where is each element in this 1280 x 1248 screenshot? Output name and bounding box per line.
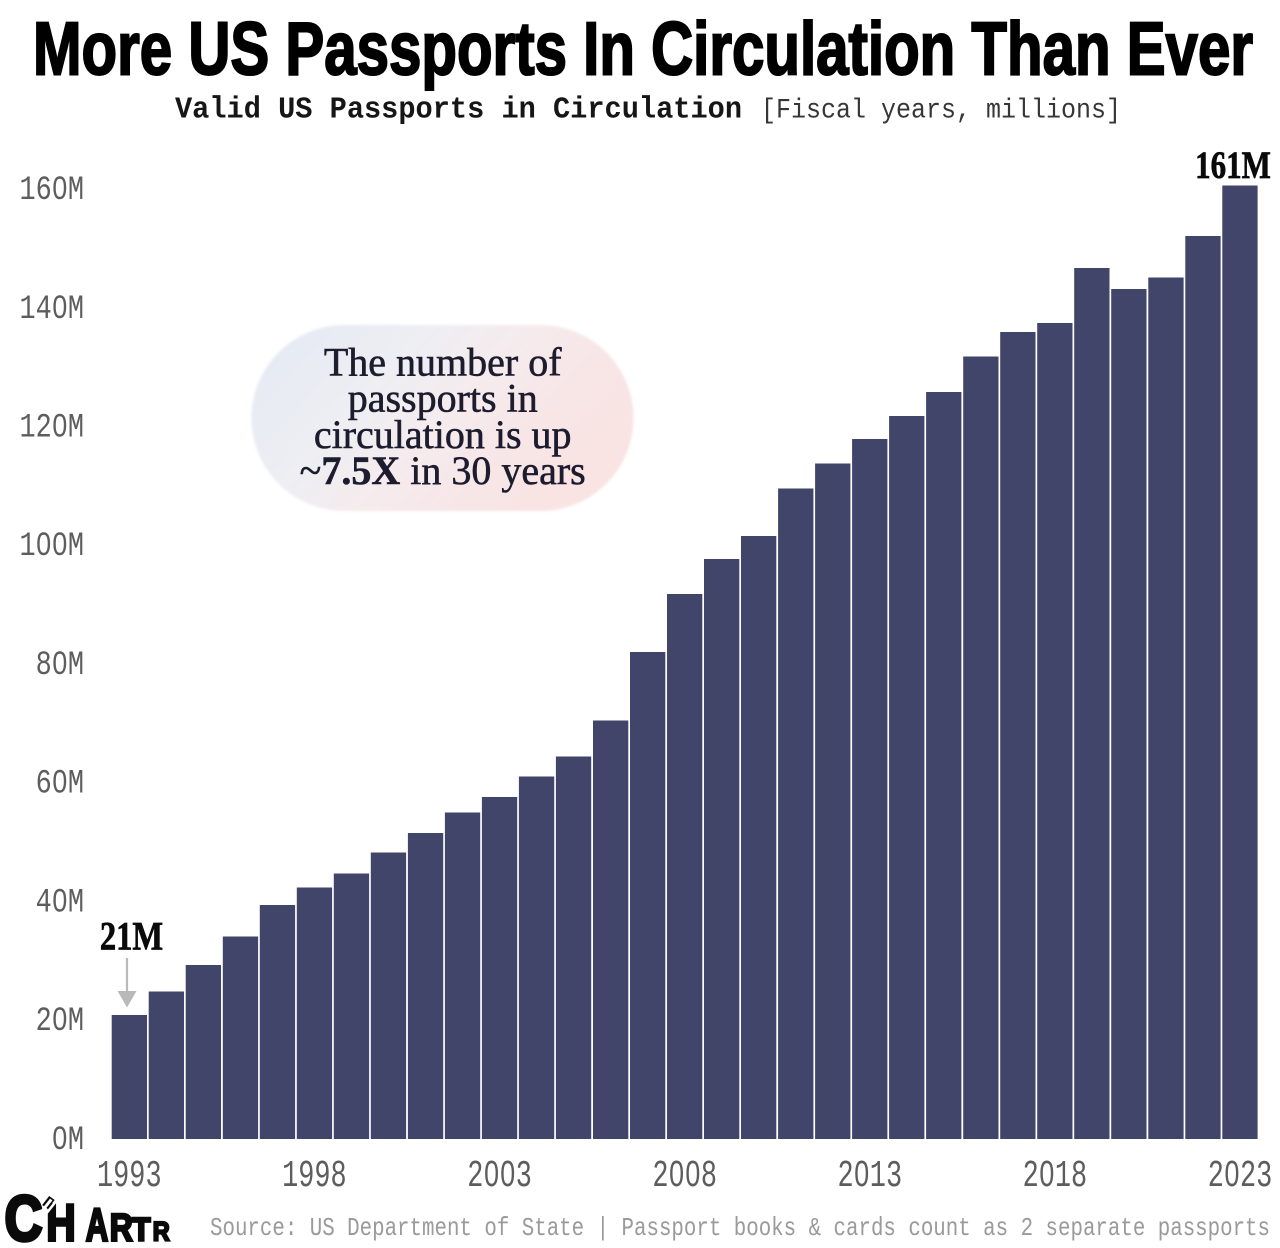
svg-text:161M: 161M [1195,144,1271,187]
svg-text:A: A [86,1199,109,1248]
svg-text:2023: 2023 [1208,1155,1273,1198]
svg-text:Valid US Passports in Circulat: Valid US Passports in Circulation [175,93,742,128]
svg-text:0M: 0M [52,1122,84,1160]
svg-text:circulation is up: circulation is up [314,412,572,457]
svg-text:H: H [46,1195,76,1248]
svg-text:2018: 2018 [1023,1155,1088,1198]
svg-text:160M: 160M [20,172,85,210]
svg-text:100M: 100M [20,528,85,566]
svg-text:~7.5X in 30 years: ~7.5X in 30 years [300,448,586,493]
svg-text:R: R [153,1217,170,1247]
svg-text:120M: 120M [20,410,85,448]
svg-text:2008: 2008 [652,1155,717,1198]
svg-text:R: R [110,1207,133,1248]
svg-text:140M: 140M [20,291,85,329]
svg-text:1993: 1993 [97,1155,162,1198]
svg-text:More US Passports In Circulati: More US Passports In Circulation Than Ev… [33,7,1253,91]
svg-text:21M: 21M [100,914,163,959]
svg-text:passports in: passports in [348,376,538,421]
svg-text:2013: 2013 [838,1155,903,1198]
svg-text:[Fiscal years, millions]: [Fiscal years, millions] [761,96,1121,127]
svg-text:Source: US Department of State: Source: US Department of State | Passpor… [210,1213,1270,1243]
svg-text:T: T [132,1212,151,1248]
svg-text:The number of: The number of [324,340,562,385]
svg-text:1998: 1998 [282,1155,347,1198]
svg-text:C: C [5,1183,43,1248]
svg-text:2003: 2003 [467,1155,532,1198]
